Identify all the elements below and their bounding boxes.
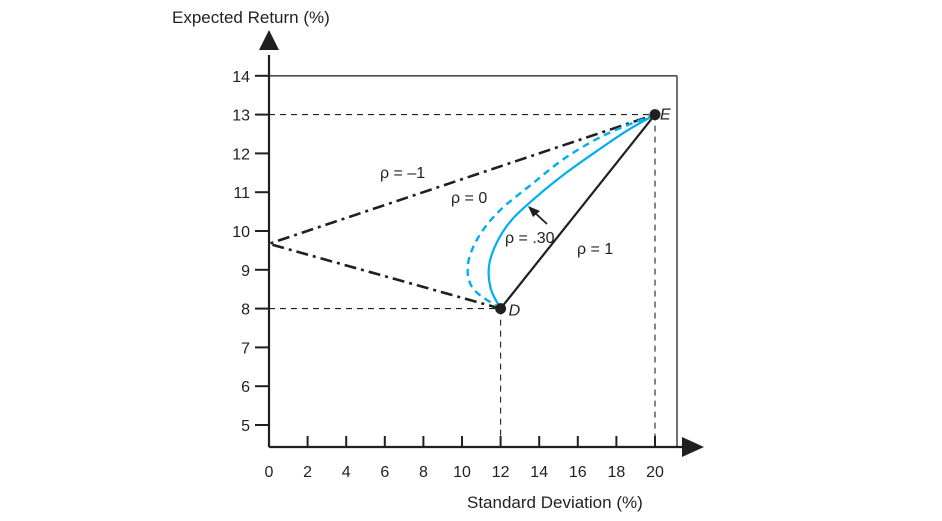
x-tick-label-16: 16	[569, 464, 587, 481]
y-tick-label-6: 6	[241, 379, 250, 396]
rho-point-three-curve	[487, 113, 656, 310]
x-axis-arrowhead	[682, 437, 704, 457]
point-D	[495, 303, 507, 315]
y-tick-label-10: 10	[232, 224, 250, 241]
y-tick-label-12: 12	[232, 146, 250, 163]
point-label-E: E	[660, 107, 671, 124]
x-tick-label-14: 14	[530, 464, 548, 481]
y-tick-label-11: 11	[233, 185, 250, 202]
x-axis-title: Standard Deviation (%)	[467, 493, 643, 512]
x-tick-label-20: 20	[646, 464, 664, 481]
y-tick-label-9: 9	[241, 263, 250, 280]
y-tick-label-13: 13	[232, 108, 250, 125]
y-axis-arrowhead	[259, 30, 279, 50]
x-tick-label-18: 18	[608, 464, 626, 481]
x-tick-label-10: 10	[453, 464, 471, 481]
x-tick-label-0: 0	[265, 464, 274, 481]
label-rho-minus-one: ρ = –1	[380, 165, 425, 182]
point-E	[649, 109, 661, 121]
y-tick-label-7: 7	[241, 340, 250, 357]
annotation-arrowhead	[528, 206, 540, 217]
y-tick-label-14: 14	[232, 69, 250, 86]
rho-plus-one-line	[499, 113, 656, 310]
y-tick-label-5: 5	[241, 418, 250, 435]
rho-zero-curve	[466, 113, 656, 310]
label-rho-plus-one: ρ = 1	[577, 241, 613, 258]
x-tick-label-12: 12	[492, 464, 510, 481]
point-label-D: D	[509, 303, 521, 320]
x-tick-label-6: 6	[380, 464, 389, 481]
y-tick-label-8: 8	[241, 302, 250, 319]
y-axis-title: Expected Return (%)	[172, 8, 330, 27]
rho-minus-one-line	[264, 113, 656, 310]
x-tick-label-4: 4	[342, 464, 351, 481]
label-rho-zero: ρ = 0	[451, 190, 487, 207]
x-tick-label-8: 8	[419, 464, 428, 481]
x-tick-label-2: 2	[303, 464, 312, 481]
label-rho-point-three: ρ = .30	[505, 230, 555, 247]
